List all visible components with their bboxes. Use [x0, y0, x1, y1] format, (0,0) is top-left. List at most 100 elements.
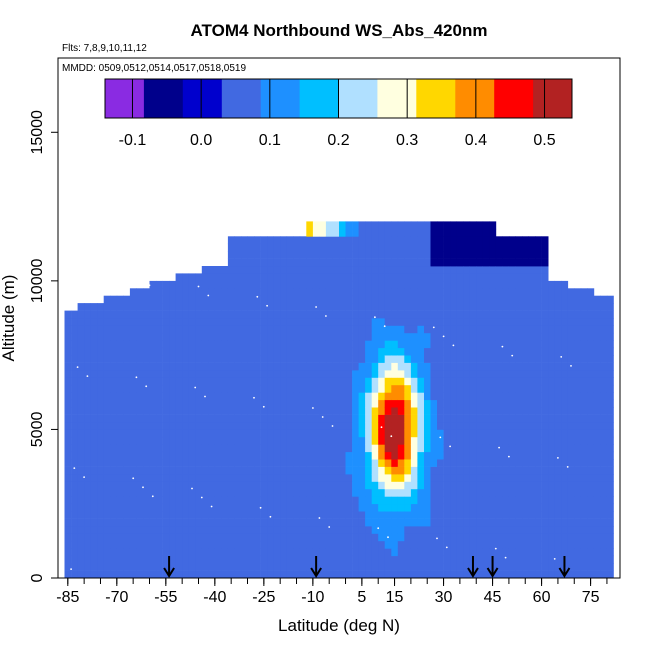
heatmap-cell [469, 474, 477, 482]
heatmap-cell [391, 228, 399, 237]
heatmap-cell [410, 318, 418, 326]
heatmap-cell [116, 540, 124, 549]
heatmap-cell [306, 466, 314, 475]
heatmap-cell [208, 332, 216, 341]
sample-point [511, 354, 514, 357]
heatmap-cell [482, 399, 490, 408]
heatmap-cell [397, 570, 405, 579]
heatmap-cell [606, 332, 614, 341]
heatmap-cell [84, 429, 91, 438]
heatmap-cell [384, 377, 392, 386]
heatmap-cell [195, 563, 203, 571]
heatmap-cell [299, 273, 307, 282]
heatmap-cell [201, 503, 209, 512]
heatmap-cell [606, 466, 614, 475]
heatmap-cell [227, 570, 235, 579]
heatmap-cell [384, 459, 392, 467]
heatmap-cell [273, 370, 281, 378]
heatmap-cell [267, 318, 274, 326]
heatmap-cell [410, 243, 418, 252]
heatmap-cell [214, 407, 222, 415]
colorbar-segment [182, 79, 223, 118]
heatmap-cell [410, 459, 418, 467]
heatmap-cell [162, 340, 170, 349]
heatmap-cell [280, 488, 288, 497]
heatmap-cell [71, 496, 78, 505]
heatmap-cell [280, 288, 288, 297]
heatmap-cell [241, 540, 248, 549]
heatmap-cell [495, 459, 503, 467]
heatmap-cell [247, 318, 255, 326]
heatmap-cell [273, 332, 281, 341]
heatmap-cell [110, 511, 118, 519]
heatmap-cell [227, 555, 235, 564]
heatmap-cell [489, 273, 497, 282]
heatmap-cell [332, 273, 340, 282]
heatmap-cell [97, 370, 105, 378]
heatmap-cell [129, 325, 137, 334]
heatmap-cell [169, 303, 176, 311]
heatmap-cell [227, 503, 235, 512]
heatmap-cell [456, 303, 464, 311]
heatmap-cell [378, 377, 386, 386]
heatmap-cell [325, 280, 333, 289]
heatmap-cell [286, 310, 294, 319]
heatmap-cell [365, 236, 372, 245]
heatmap-cell [600, 422, 608, 430]
heatmap-cell [90, 466, 98, 475]
heatmap-cell [123, 570, 131, 579]
heatmap-cell [600, 332, 608, 341]
heatmap-cell [267, 444, 274, 453]
heatmap-cell [345, 377, 353, 386]
heatmap-cell [103, 518, 111, 527]
heatmap-cell [234, 392, 242, 401]
heatmap-cell [548, 533, 555, 542]
heatmap-cell [325, 295, 333, 304]
heatmap-cell [417, 392, 425, 401]
heatmap-cell [77, 303, 85, 311]
heatmap-cell [397, 422, 405, 430]
heatmap-cell [476, 414, 484, 423]
heatmap-cell [541, 503, 549, 512]
heatmap-cell [214, 280, 222, 289]
heatmap-cell [110, 488, 118, 497]
heatmap-cell [260, 243, 268, 252]
heatmap-cell [378, 496, 386, 505]
heatmap-cell [227, 303, 235, 311]
heatmap-cell [345, 407, 353, 415]
heatmap-cell [437, 540, 444, 549]
heatmap-cell [293, 511, 301, 519]
heatmap-cell [175, 377, 183, 386]
heatmap-cell [293, 436, 301, 445]
heatmap-cell [378, 273, 386, 282]
sample-point [145, 385, 148, 388]
heatmap-cell [391, 429, 399, 438]
heatmap-cell [110, 377, 118, 386]
heatmap-cell [410, 266, 418, 274]
heatmap-cell [90, 347, 98, 356]
heatmap-cell [554, 288, 562, 297]
heatmap-cell [312, 466, 320, 475]
heatmap-cell [535, 355, 542, 363]
heatmap-cell [515, 466, 523, 475]
heatmap-cell [71, 526, 78, 534]
heatmap-cell [580, 563, 588, 571]
heatmap-cell [410, 347, 418, 356]
heatmap-cell [293, 474, 301, 482]
heatmap-cell [123, 377, 131, 386]
heatmap-cell [456, 451, 464, 460]
heatmap-cell [234, 481, 242, 490]
heatmap-cell [162, 429, 170, 438]
heatmap-cell [162, 414, 170, 423]
heatmap-cell [267, 436, 274, 445]
heatmap-cell [391, 355, 399, 363]
heatmap-cell [450, 526, 457, 534]
heatmap-cell [227, 280, 235, 289]
heatmap-cell [247, 407, 255, 415]
heatmap-cell [241, 444, 248, 453]
heatmap-cell [162, 436, 170, 445]
heatmap-cell [188, 496, 196, 505]
heatmap-cell [554, 325, 562, 334]
heatmap-cell [535, 422, 542, 430]
heatmap-cell [299, 362, 307, 371]
